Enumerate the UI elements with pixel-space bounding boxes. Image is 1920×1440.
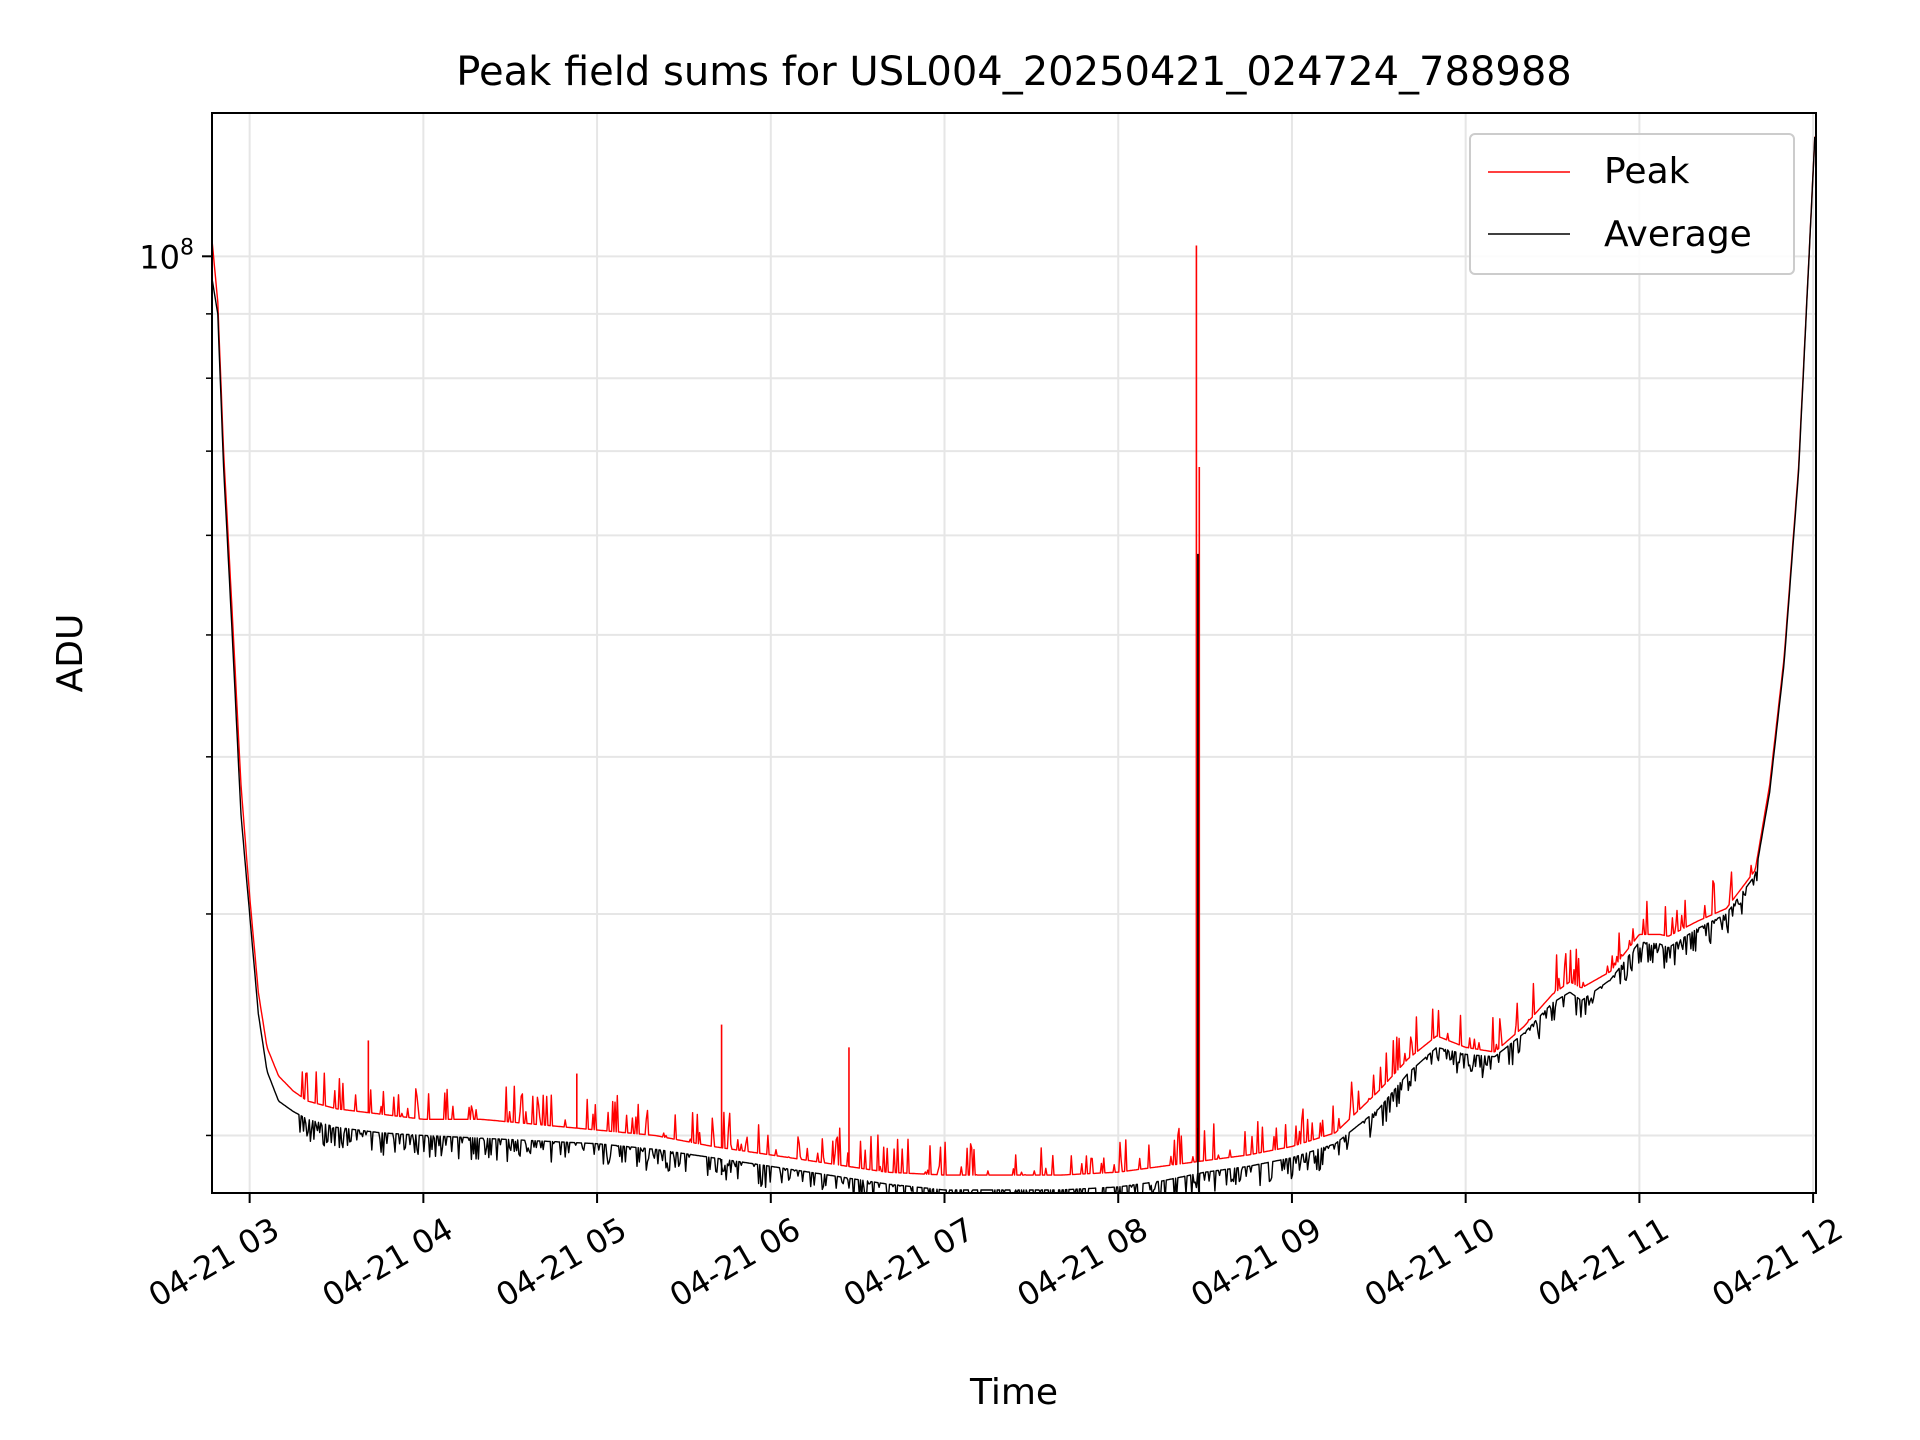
x-tick-label: 04-21 08 xyxy=(1011,1210,1155,1315)
grid xyxy=(212,113,1816,1193)
y-tick-label: 108 xyxy=(139,235,194,276)
x-tick-label: 04-21 10 xyxy=(1358,1210,1502,1315)
x-tick-label: 04-21 05 xyxy=(489,1210,633,1315)
series-average-line xyxy=(212,136,1816,1193)
x-tick-label: 04-21 03 xyxy=(142,1210,286,1315)
y-axis: 108 xyxy=(139,235,212,1137)
x-tick-label: 04-21 11 xyxy=(1532,1210,1676,1315)
legend: Peak Average xyxy=(1469,133,1795,275)
x-axis: 04-21 03 04-21 04 04-21 05 04-21 06 04-21 07… xyxy=(142,1193,1849,1315)
legend-box xyxy=(1469,133,1795,275)
x-tick-label: 04-21 06 xyxy=(663,1210,807,1315)
x-tick-label: 04-21 04 xyxy=(316,1210,460,1315)
x-tick-label: 04-21 07 xyxy=(837,1210,981,1315)
legend-peak-label: Peak xyxy=(1604,151,1690,192)
plot-frame xyxy=(211,112,1817,1194)
y-axis-label: ADU xyxy=(50,614,91,693)
x-tick-label: 04-21 12 xyxy=(1706,1210,1850,1315)
legend-average-label: Average xyxy=(1604,214,1752,255)
chart-title: Peak field sums for USL004_20250421_0247… xyxy=(456,49,1571,95)
x-axis-label: Time xyxy=(969,1372,1058,1413)
series-layer xyxy=(212,136,1816,1193)
series-peak-line xyxy=(212,136,1816,1176)
x-tick-label: 04-21 09 xyxy=(1184,1210,1328,1315)
